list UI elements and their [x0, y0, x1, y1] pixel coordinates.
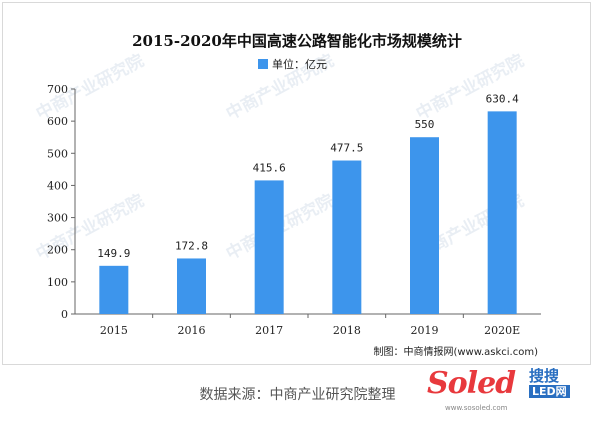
y-axis-ticks: 0 100 200 300 400 500 600 700	[47, 83, 75, 321]
x-tick-label: 2017	[255, 324, 283, 337]
bar-2019	[410, 137, 439, 314]
data-label: 550	[415, 118, 435, 131]
data-label: 149.9	[97, 247, 130, 260]
brand-led: LED网	[529, 385, 570, 398]
source-note: 数据来源：中商产业研究院整理	[199, 387, 396, 403]
y-tick-label: 300	[47, 212, 68, 225]
y-tick-label: 200	[47, 244, 68, 257]
y-tick-label: 0	[61, 308, 68, 321]
brand-url: www.sosoled.com	[445, 404, 508, 412]
x-tick-label: 2019	[411, 324, 439, 337]
x-tick-label: 2020E	[484, 324, 520, 337]
bar-chart: 中商产业研究院中商产业研究院中商产业研究院中商产业研究院中商产业研究院中商产业研…	[32, 32, 541, 358]
y-tick-label: 500	[47, 147, 68, 160]
x-tick-label: 2015	[100, 324, 128, 337]
bar-2020E	[487, 111, 517, 314]
data-label: 415.6	[253, 161, 286, 174]
chart-credit: 制图：中商情报网(www.askci.com)	[373, 345, 538, 358]
bar-2015	[99, 265, 129, 314]
x-tick-label: 2016	[178, 324, 206, 337]
brand-word: Soled	[427, 366, 516, 401]
legend-swatch	[258, 59, 268, 69]
y-tick-label: 400	[47, 179, 68, 192]
bar-2016	[177, 258, 206, 314]
chart-title: 2015-2020年中国高速公路智能化市场规模统计	[132, 32, 462, 50]
y-tick-label: 700	[47, 83, 68, 96]
bars-group: 149.9 2015 172.8 2016 415.6 2017 477.5 2018 550 2…	[97, 92, 520, 337]
x-tick-label: 2018	[333, 324, 361, 337]
brand-cn: 搜搜	[529, 367, 560, 385]
data-label: 630.4	[486, 92, 519, 105]
brand-logo: Soled 搜搜 LED网 www.sosoled.com	[427, 366, 587, 416]
bar-2017	[254, 180, 284, 314]
y-tick-label: 100	[47, 276, 68, 289]
legend-label: 单位：亿元	[272, 57, 327, 71]
data-label: 477.5	[330, 142, 363, 155]
y-tick-label: 600	[47, 115, 68, 128]
data-label: 172.8	[175, 239, 208, 252]
bar-2018	[332, 160, 362, 314]
